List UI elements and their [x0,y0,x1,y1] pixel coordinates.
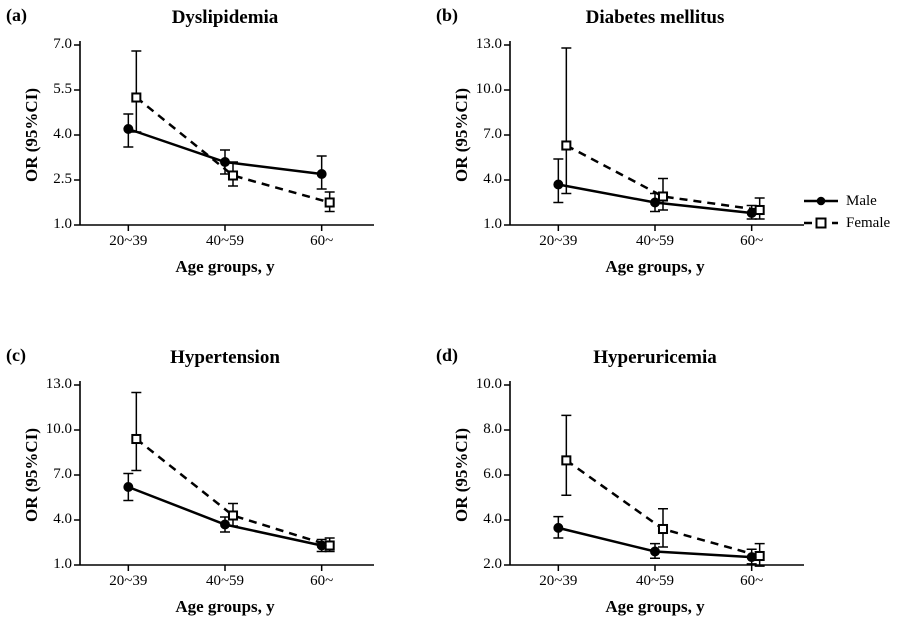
y-axis-title-d: OR (95%CI) [452,410,472,540]
figure-root: 1.02.54.05.57.020~3940~5960~(a)Dyslipide… [0,0,900,640]
legend-item-male: Male [802,190,890,212]
legend: Male Female [802,190,890,234]
y-tick-label: 2.0 [460,556,502,573]
x-tick-label: 40~59 [620,573,690,590]
square-open-icon [802,214,840,232]
circle-filled-icon [802,192,840,210]
x-tick-label: 60~ [717,573,787,590]
x-tick-label: 20~39 [523,573,593,590]
legend-item-female: Female [802,212,890,234]
legend-label: Male [846,193,877,210]
y-tick-label: 10.0 [460,376,502,393]
panel-letter-d: (d) [436,345,458,366]
legend-label: Female [846,215,890,232]
panel-title-d: Hyperuricemia [535,347,775,369]
x-axis-title-d: Age groups, y [575,597,735,617]
